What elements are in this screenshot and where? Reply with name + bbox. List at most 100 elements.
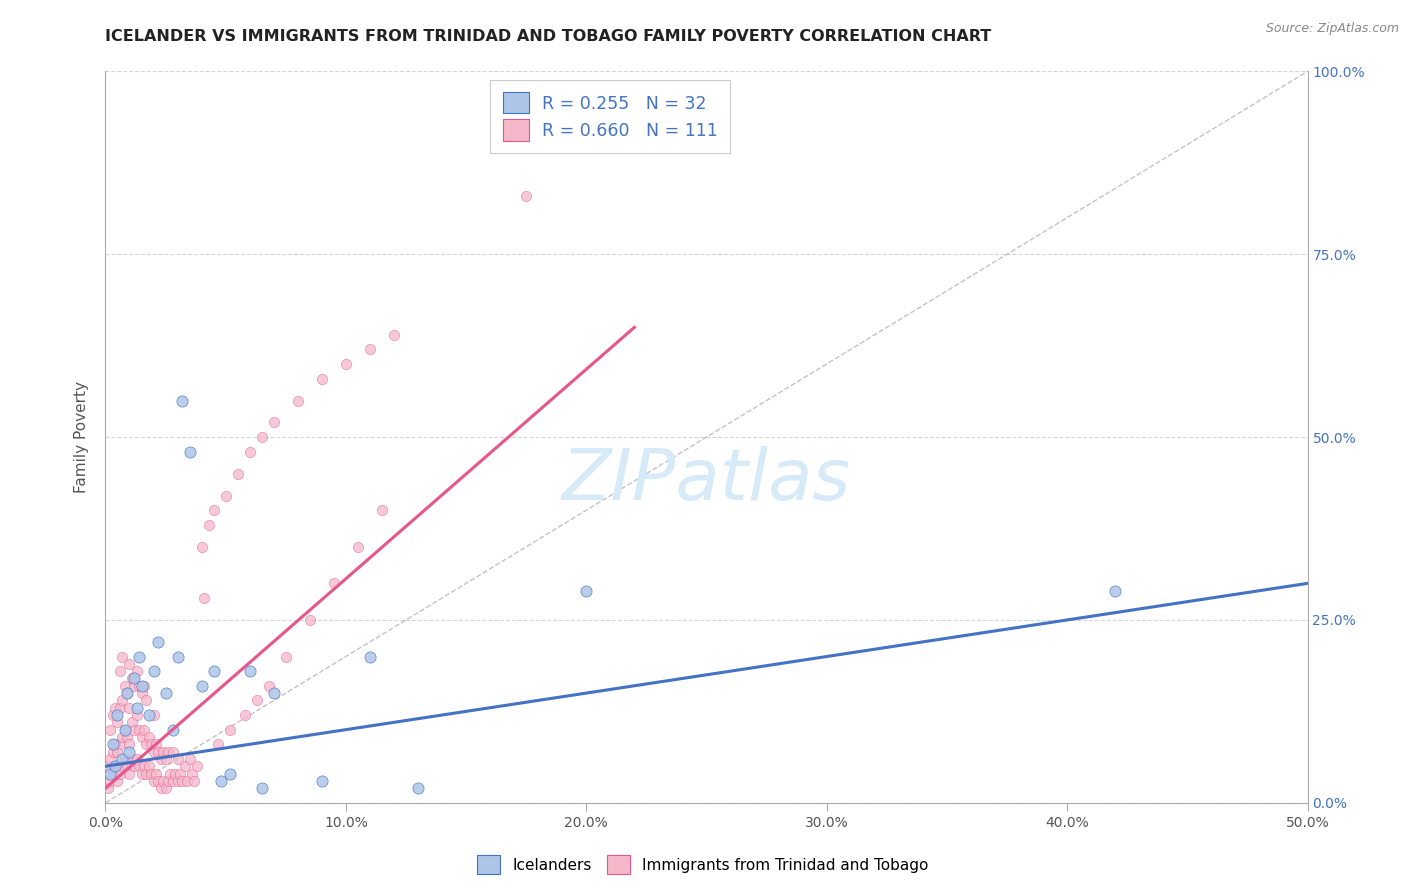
Point	[138, 730, 160, 744]
Point	[135, 766, 157, 780]
Y-axis label: Family Poverty: Family Poverty	[75, 381, 90, 493]
Text: Source: ZipAtlas.com: Source: ZipAtlas.com	[1265, 22, 1399, 36]
Point	[1104, 583, 1126, 598]
Point	[125, 708, 148, 723]
Point	[115, 686, 138, 700]
Point	[359, 649, 381, 664]
Legend: Icelanders, Immigrants from Trinidad and Tobago: Icelanders, Immigrants from Trinidad and…	[471, 849, 935, 880]
Point	[145, 766, 167, 780]
Point	[257, 679, 280, 693]
Point	[108, 664, 131, 678]
Point	[298, 613, 321, 627]
Point	[169, 766, 191, 780]
Point	[166, 752, 188, 766]
Point	[111, 730, 134, 744]
Point	[148, 745, 170, 759]
Point	[152, 745, 174, 759]
Point	[162, 723, 184, 737]
Point	[142, 773, 165, 788]
Point	[101, 708, 124, 723]
Point	[107, 745, 129, 759]
Point	[124, 679, 146, 693]
Point	[121, 752, 143, 766]
Point	[347, 540, 370, 554]
Point	[101, 766, 124, 780]
Point	[114, 679, 136, 693]
Point	[107, 715, 129, 730]
Point	[115, 759, 138, 773]
Point	[124, 672, 146, 686]
Point	[382, 327, 405, 342]
Point	[250, 430, 273, 444]
Point	[101, 745, 124, 759]
Point	[111, 759, 134, 773]
Point	[125, 752, 148, 766]
Point	[193, 591, 215, 605]
Point	[108, 766, 131, 780]
Point	[156, 745, 179, 759]
Point	[190, 679, 212, 693]
Point	[155, 781, 177, 796]
Point	[138, 708, 160, 723]
Point	[186, 759, 208, 773]
Point	[114, 752, 136, 766]
Point	[131, 766, 153, 780]
Point	[118, 737, 141, 751]
Point	[181, 766, 204, 780]
Point	[132, 723, 155, 737]
Point	[114, 723, 136, 737]
Point	[172, 773, 194, 788]
Point	[166, 649, 188, 664]
Point	[104, 759, 127, 773]
Point	[111, 649, 134, 664]
Point	[162, 745, 184, 759]
Point	[226, 467, 249, 481]
Point	[114, 723, 136, 737]
Point	[198, 517, 221, 532]
Point	[124, 723, 146, 737]
Point	[176, 773, 198, 788]
Point	[118, 745, 141, 759]
Point	[263, 416, 285, 430]
Point	[263, 686, 285, 700]
Point	[111, 752, 134, 766]
Point	[128, 759, 150, 773]
Point	[359, 343, 381, 357]
Point	[97, 759, 120, 773]
Point	[214, 489, 236, 503]
Point	[219, 766, 242, 780]
Point	[101, 737, 124, 751]
Point	[145, 737, 167, 751]
Point	[406, 781, 429, 796]
Point	[107, 773, 129, 788]
Point	[131, 686, 153, 700]
Point	[121, 715, 143, 730]
Point	[159, 766, 181, 780]
Point	[131, 679, 153, 693]
Point	[132, 679, 155, 693]
Point	[125, 700, 148, 714]
Point	[98, 766, 121, 780]
Point	[131, 730, 153, 744]
Point	[125, 664, 148, 678]
Point	[98, 723, 121, 737]
Point	[155, 752, 177, 766]
Point	[128, 679, 150, 693]
Point	[202, 664, 225, 678]
Point	[148, 635, 170, 649]
Point	[118, 766, 141, 780]
Point	[250, 781, 273, 796]
Point	[183, 773, 205, 788]
Point	[311, 773, 333, 788]
Point	[322, 576, 344, 591]
Point	[107, 708, 129, 723]
Point	[239, 664, 262, 678]
Point	[138, 759, 160, 773]
Text: ICELANDER VS IMMIGRANTS FROM TRINIDAD AND TOBAGO FAMILY POVERTY CORRELATION CHAR: ICELANDER VS IMMIGRANTS FROM TRINIDAD AN…	[105, 29, 991, 44]
Point	[104, 737, 127, 751]
Point	[287, 393, 309, 408]
Point	[108, 737, 131, 751]
Point	[190, 540, 212, 554]
Point	[118, 700, 141, 714]
Point	[165, 766, 187, 780]
